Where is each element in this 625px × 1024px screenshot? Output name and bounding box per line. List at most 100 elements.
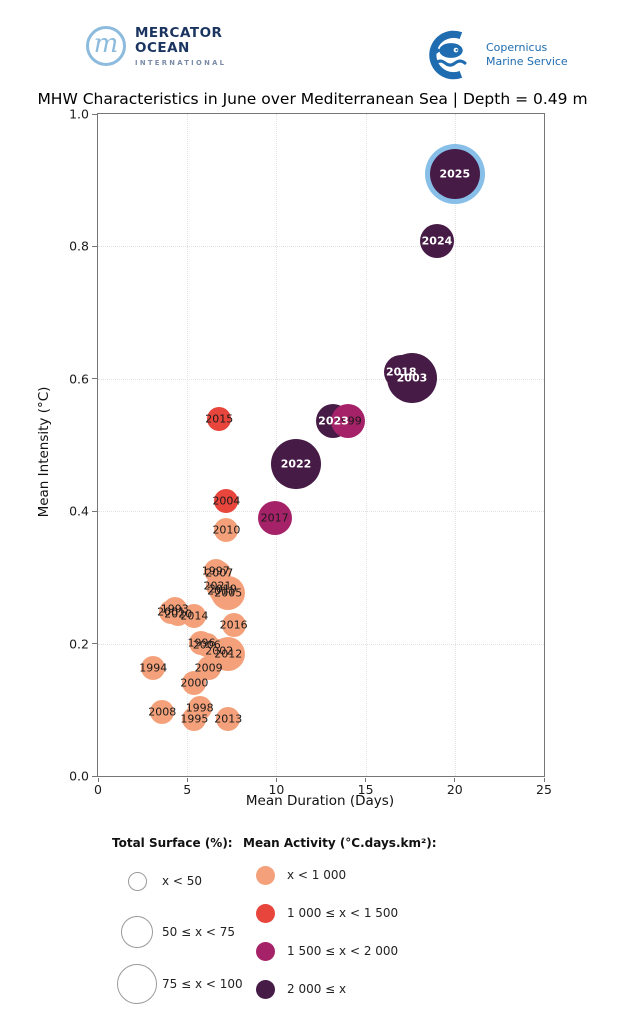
y-gridline	[98, 511, 544, 513]
bubble-2013	[216, 707, 241, 732]
color-legend: Mean Activity (°C.days.km²): x < 1 000 1…	[243, 836, 437, 1008]
color-legend-label: 1 000 ≤ x < 1 500	[287, 906, 399, 920]
bubble-label-2020: 2020	[164, 607, 193, 621]
y-tick	[92, 643, 97, 645]
bubble-2022	[271, 438, 322, 489]
color-legend-row: 1 000 ≤ x < 1 500	[243, 894, 437, 932]
bubble-label-2009: 2009	[194, 661, 223, 675]
bubble-2008	[150, 699, 175, 724]
x-tick-label: 25	[536, 782, 552, 797]
bubble-label-2014: 2014	[180, 609, 209, 623]
x-gridline	[276, 114, 278, 776]
bubble-label-2012: 2012	[214, 647, 243, 661]
x-axis-title: Mean Duration (Days)	[245, 793, 395, 809]
bubble-label-2021: 2021	[203, 579, 232, 593]
bubble-label-1998: 1998	[185, 701, 214, 715]
mercator-monogram-letter: m	[93, 29, 119, 60]
bubble-label-2007: 2007	[205, 566, 234, 580]
mercator-wordmark-line1: MERCATOR	[135, 25, 223, 41]
bubble-label-2001: 2001	[157, 605, 186, 619]
bubble-label-1994: 1994	[139, 661, 168, 675]
size-legend-row: 75 ≤ x < 100	[112, 958, 243, 1010]
mercator-monogram-icon: m	[86, 26, 126, 67]
size-legend-row: 50 ≤ x < 75	[112, 906, 243, 958]
color-swatch-red-icon	[256, 903, 275, 923]
y-tick-label: 0.8	[69, 238, 89, 254]
chart-legend: Total Surface (%): x < 50 50 ≤ x < 75 75…	[112, 836, 532, 1011]
color-swatch-magenta-icon	[256, 941, 275, 961]
size-legend-row: x < 50	[112, 856, 243, 906]
copernicus-label-line1: Copernicus	[486, 41, 548, 55]
size-circle-medium-icon	[121, 916, 153, 948]
bubble-label-2019: 2019	[208, 582, 237, 596]
bubble-label-2004: 2004	[212, 494, 241, 508]
bubble-1994	[141, 656, 166, 681]
plot-area: 0 5 10 15 20 25 0.0 0.2 0.4 0.6 0.8 1.0 1993 1994 1995…	[69, 107, 552, 798]
mercator-wordmark-line2: OCEAN	[135, 39, 190, 56]
x-tick	[97, 777, 99, 782]
bubble-label-1997: 1997	[201, 564, 230, 578]
bubble-label-2006: 2006	[192, 638, 221, 652]
copernicus-marine-logo: Copernicus Marine Service	[424, 28, 568, 82]
bubble-1998	[187, 696, 212, 721]
chart-title: MHW Characteristics in June over Mediter…	[37, 90, 588, 108]
size-legend-label: 50 ≤ x < 75	[162, 925, 236, 939]
copernicus-label-line2: Marine Service	[486, 55, 568, 68]
y-tick-label: 0.6	[69, 371, 89, 387]
x-tick	[543, 777, 545, 782]
bubble-2004	[214, 488, 239, 513]
bubble-2024	[419, 224, 454, 259]
x-tick-label: 0	[94, 782, 102, 797]
bubble-label-2015: 2015	[205, 412, 234, 426]
x-tick-label: 15	[357, 782, 374, 797]
x-tick	[275, 777, 278, 782]
bubble-2025	[429, 148, 480, 199]
bubble-label-2011: 2011	[207, 584, 236, 598]
bubble-2003	[386, 353, 437, 404]
size-circle-small-icon	[127, 871, 147, 891]
bubble-2010	[214, 517, 239, 542]
y-gridline	[98, 643, 544, 645]
size-circle-large-icon	[117, 964, 157, 1004]
y-tick	[92, 510, 97, 512]
y-tick-label: 0.2	[69, 636, 89, 652]
mercator-wordmark-sub: INTERNATIONAL	[135, 58, 227, 67]
size-legend-label: 75 ≤ x < 100	[162, 977, 243, 991]
bubble-2016	[221, 613, 246, 638]
x-tick-label: 10	[268, 782, 285, 797]
y-tick	[92, 378, 97, 380]
bubble-label-2025: 2025	[439, 167, 471, 181]
bubble-2005	[211, 575, 246, 610]
x-tick	[186, 777, 188, 782]
size-legend-title: Total Surface (%):	[112, 836, 233, 850]
header: m MERCATOR OCEAN INTERNATIONAL Copernicu…	[0, 0, 625, 90]
bubble-label-1995: 1995	[180, 712, 209, 726]
x-gridline	[187, 114, 189, 776]
bubble-label-2010: 2010	[212, 523, 241, 537]
bubble-label-2022: 2022	[280, 457, 312, 471]
y-tick-label: 1.0	[69, 106, 89, 122]
fish-icon	[429, 30, 467, 80]
bubble-2015	[207, 406, 232, 431]
color-legend-row: x < 1 000	[243, 856, 437, 894]
bubble-2014	[182, 604, 207, 629]
x-tick-label: 20	[446, 782, 463, 797]
bubble-label-2000: 2000	[180, 676, 209, 690]
y-tick	[92, 113, 97, 115]
size-legend-label: x < 50	[162, 874, 203, 888]
bubble-1999	[330, 404, 365, 439]
color-swatch-orange-icon	[256, 865, 275, 885]
bubble-label-2023: 2023	[318, 414, 349, 428]
y-axis-title: Mean Intensity (°C)	[36, 386, 52, 518]
color-legend-row: 2 000 ≤ x	[243, 970, 437, 1008]
color-legend-label: x < 1 000	[287, 868, 347, 882]
y-gridline	[98, 378, 544, 380]
y-tick	[92, 245, 97, 248]
bubble-label-1996: 1996	[187, 636, 216, 650]
size-legend: Total Surface (%): x < 50 50 ≤ x < 75 75…	[112, 836, 243, 1010]
y-tick-label: 0.0	[69, 768, 89, 784]
bubble-label-2013: 2013	[214, 712, 243, 726]
bubble-label-2005: 2005	[214, 586, 243, 600]
bubble-label-1993: 1993	[160, 602, 189, 616]
